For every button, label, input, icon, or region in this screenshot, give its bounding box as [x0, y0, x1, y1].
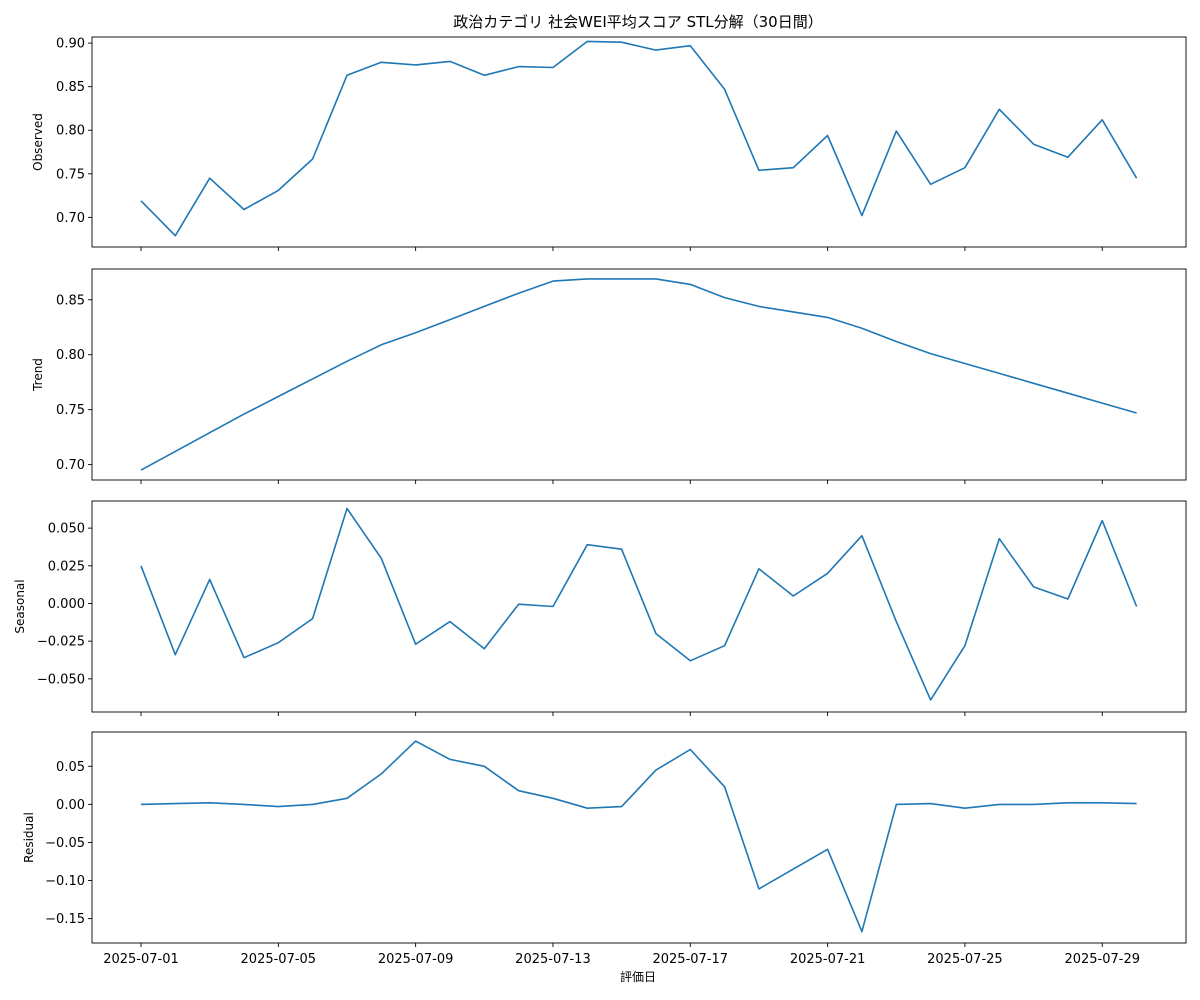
- y-tick-label: 0.90: [56, 37, 85, 52]
- x-axis-label: 評価日: [620, 969, 656, 984]
- y-axis-label: Residual: [22, 812, 36, 863]
- y-tick-label: −0.025: [37, 635, 85, 650]
- series-line-seasonal: [140, 507, 1138, 701]
- panel-seasonal: 0.050 0.025 0.000 −0.025 −0.050 Seasonal: [13, 500, 1187, 716]
- panels: 0.70 0.75 0.80 0.85 0.90 Observed 0.70 0.75 0.80…: [13, 36, 1187, 967]
- y-tick-label: −0.050: [37, 672, 85, 687]
- x-tick-label: 2025-07-17: [652, 952, 728, 967]
- series-line-trend: [140, 278, 1137, 471]
- y-axis-label: Observed: [31, 113, 45, 171]
- y-tick-label: −0.05: [45, 836, 85, 851]
- y-tick-label: 0.85: [56, 293, 85, 308]
- x-tick-label: 2025-07-21: [790, 952, 866, 967]
- y-axis-label: Trend: [31, 358, 45, 392]
- y-tick-label: 0.000: [48, 597, 85, 612]
- y-tick-label: 0.75: [56, 403, 85, 418]
- series-line-residual: [140, 740, 1137, 933]
- y-tick-label: 0.70: [56, 458, 85, 473]
- x-tick-label: 2025-07-09: [378, 952, 454, 967]
- x-tick-label: 2025-07-01: [103, 952, 179, 967]
- panel-trend: 0.70 0.75 0.80 0.85 Trend: [31, 268, 1187, 484]
- x-tick-label: 2025-07-05: [241, 952, 317, 967]
- axes-frame: [91, 500, 1187, 713]
- axes-frame: [91, 268, 1187, 481]
- chart-title: 政治カテゴリ 社会WEI平均スコア STL分解（30日間）: [453, 13, 822, 31]
- y-tick-label: 0.80: [56, 348, 85, 363]
- y-tick-label: 0.050: [48, 522, 85, 537]
- x-tick-label: 2025-07-25: [927, 952, 1003, 967]
- axes-frame: [91, 36, 1187, 248]
- x-tick-label: 2025-07-13: [515, 952, 591, 967]
- axes-frame: [91, 731, 1187, 944]
- y-tick-label: 0.70: [56, 211, 85, 226]
- y-tick-label: 0.00: [56, 798, 85, 813]
- y-tick-label: −0.10: [45, 874, 85, 889]
- y-tick-label: 0.05: [56, 760, 85, 775]
- y-tick-label: 0.80: [56, 124, 85, 139]
- y-tick-label: 0.025: [48, 559, 85, 574]
- x-tick-label: 2025-07-29: [1064, 952, 1140, 967]
- y-tick-label: 0.85: [56, 80, 85, 95]
- panel-observed: 0.70 0.75 0.80 0.85 0.90 Observed: [31, 36, 1187, 251]
- y-tick-label: −0.15: [45, 912, 85, 927]
- series-line-observed: [140, 40, 1138, 237]
- y-axis-label: Seasonal: [13, 579, 27, 633]
- y-tick-label: 0.75: [56, 167, 85, 182]
- panel-residual: 0.05 0.00 −0.05 −0.10 −0.15 2025-07-01 2025-07…: [22, 731, 1187, 967]
